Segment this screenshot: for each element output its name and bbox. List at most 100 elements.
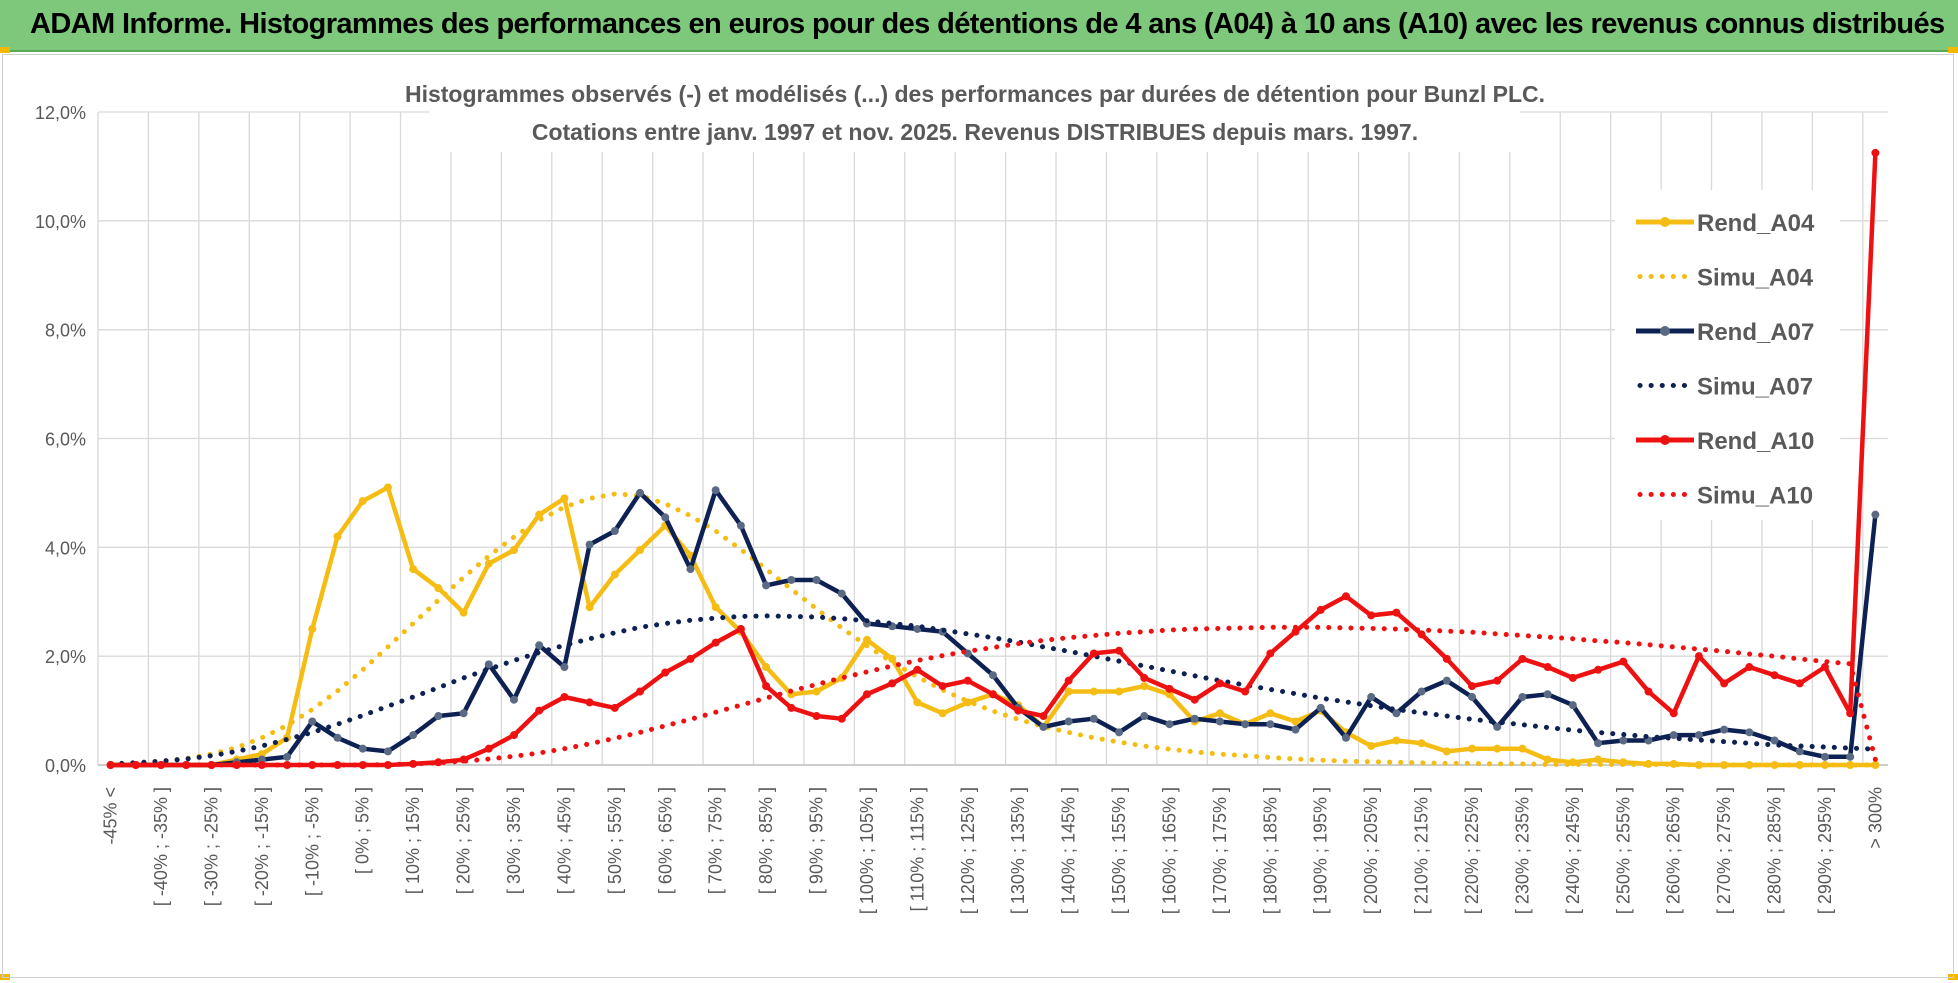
legend-marker xyxy=(1660,326,1670,336)
header-banner: ADAM Informe. Histogrammes des performan… xyxy=(0,0,1958,52)
x-tick-label: [ -20% ; -15% ] xyxy=(252,787,272,906)
data-point xyxy=(1795,679,1804,688)
data-point xyxy=(459,709,468,718)
data-point xyxy=(1871,510,1880,519)
data-point xyxy=(585,540,594,549)
x-tick-label: [ 170% ; 175% ] xyxy=(1210,787,1230,914)
data-point xyxy=(1745,728,1754,737)
data-point xyxy=(711,603,720,612)
data-point xyxy=(1064,687,1073,696)
data-point xyxy=(1367,741,1376,750)
page-title: ADAM Informe. Histogrammes des performan… xyxy=(30,8,1945,40)
data-point xyxy=(1543,690,1552,699)
data-point xyxy=(484,559,493,568)
legend-label: Simu_A10 xyxy=(1697,483,1813,510)
data-point xyxy=(1820,752,1829,761)
data-point xyxy=(1266,720,1275,729)
data-point xyxy=(636,546,645,555)
data-point xyxy=(308,717,317,726)
data-point xyxy=(661,513,670,522)
data-point xyxy=(888,679,897,688)
x-tick-label: > 300% xyxy=(1865,787,1885,849)
x-axis: -45% < [ -40% ; -35% ] [ -30% ; -25% ] [ -2… xyxy=(101,787,1886,914)
data-point xyxy=(1417,739,1426,748)
chart-subtitle: Cotations entre janv. 1997 et nov. 2025.… xyxy=(532,119,1418,145)
x-tick-label: [ 180% ; 185% ] xyxy=(1260,787,1280,914)
data-point xyxy=(1846,752,1855,761)
data-point xyxy=(1392,736,1401,745)
x-tick-label: [ 140% ; 145% ] xyxy=(1059,787,1079,914)
data-point xyxy=(1669,731,1678,740)
legend-marker xyxy=(1660,217,1670,227)
data-point xyxy=(736,624,745,633)
data-point xyxy=(1392,608,1401,617)
x-tick-label: [ 150% ; 155% ] xyxy=(1109,787,1129,914)
data-point xyxy=(1720,725,1729,734)
legend-background xyxy=(1615,190,1840,520)
data-point xyxy=(1493,676,1502,685)
data-point xyxy=(1165,720,1174,729)
data-point xyxy=(711,638,720,647)
data-point xyxy=(1468,692,1477,701)
data-point xyxy=(1669,709,1678,718)
data-point xyxy=(1115,728,1124,737)
data-point xyxy=(1190,695,1199,704)
chart-series xyxy=(106,148,1880,769)
data-point xyxy=(1795,747,1804,756)
data-point xyxy=(1442,654,1451,663)
data-point xyxy=(1568,673,1577,682)
data-point xyxy=(535,641,544,650)
x-tick-label: [ 40% ; 45% ] xyxy=(554,787,574,894)
data-point xyxy=(1266,649,1275,658)
data-point xyxy=(1241,687,1250,696)
x-tick-label: [ 110% ; 115% ] xyxy=(907,787,927,911)
data-point xyxy=(383,747,392,756)
data-point xyxy=(1039,722,1048,731)
data-point xyxy=(787,703,796,712)
chart-title-block: Histogrammes observés (-) et modélisés (… xyxy=(405,76,1545,152)
data-point xyxy=(157,761,166,769)
y-tick-label: 6,0% xyxy=(45,430,86,450)
x-tick-label: [ 80% ; 85% ] xyxy=(756,787,776,894)
legend-label: Rend_A04 xyxy=(1697,210,1815,237)
x-tick-label: [ 230% ; 235% ] xyxy=(1512,787,1532,914)
data-point xyxy=(333,761,342,769)
data-point xyxy=(383,483,392,492)
data-point xyxy=(736,521,745,530)
data-point xyxy=(1518,654,1527,663)
data-point xyxy=(1468,744,1477,753)
data-point xyxy=(1871,761,1880,769)
data-point xyxy=(762,663,771,672)
series-line-simu-a04 xyxy=(108,491,1878,768)
data-point xyxy=(560,663,569,672)
data-point xyxy=(434,712,443,721)
x-tick-label: [ 260% ; 265% ] xyxy=(1664,787,1684,914)
data-point xyxy=(1417,687,1426,696)
data-point xyxy=(686,654,695,663)
data-point xyxy=(484,660,493,669)
x-tick-label: -45% < xyxy=(101,787,121,845)
x-tick-label: [ 210% ; 215% ] xyxy=(1412,787,1432,914)
legend-label: Rend_A07 xyxy=(1697,319,1814,346)
data-point xyxy=(1341,733,1350,742)
data-point xyxy=(434,584,443,593)
series-line-simu-a07 xyxy=(108,613,1878,767)
data-point xyxy=(560,692,569,701)
legend-marker xyxy=(1660,435,1670,445)
series-line-simu-a10 xyxy=(108,624,1878,768)
data-point xyxy=(1770,736,1779,745)
legend-label: Simu_A04 xyxy=(1697,265,1814,292)
data-point xyxy=(1594,739,1603,748)
data-point xyxy=(610,570,619,579)
data-point xyxy=(257,761,266,769)
data-point xyxy=(1064,676,1073,685)
data-point xyxy=(812,575,821,584)
chart-frame xyxy=(2,54,1954,978)
data-point xyxy=(610,527,619,536)
data-point xyxy=(913,624,922,633)
data-point xyxy=(1619,657,1628,666)
corner-marker xyxy=(0,47,10,53)
x-tick-label: [ -10% ; -5% ] xyxy=(302,787,322,896)
data-point xyxy=(1745,663,1754,672)
data-point xyxy=(938,682,947,691)
